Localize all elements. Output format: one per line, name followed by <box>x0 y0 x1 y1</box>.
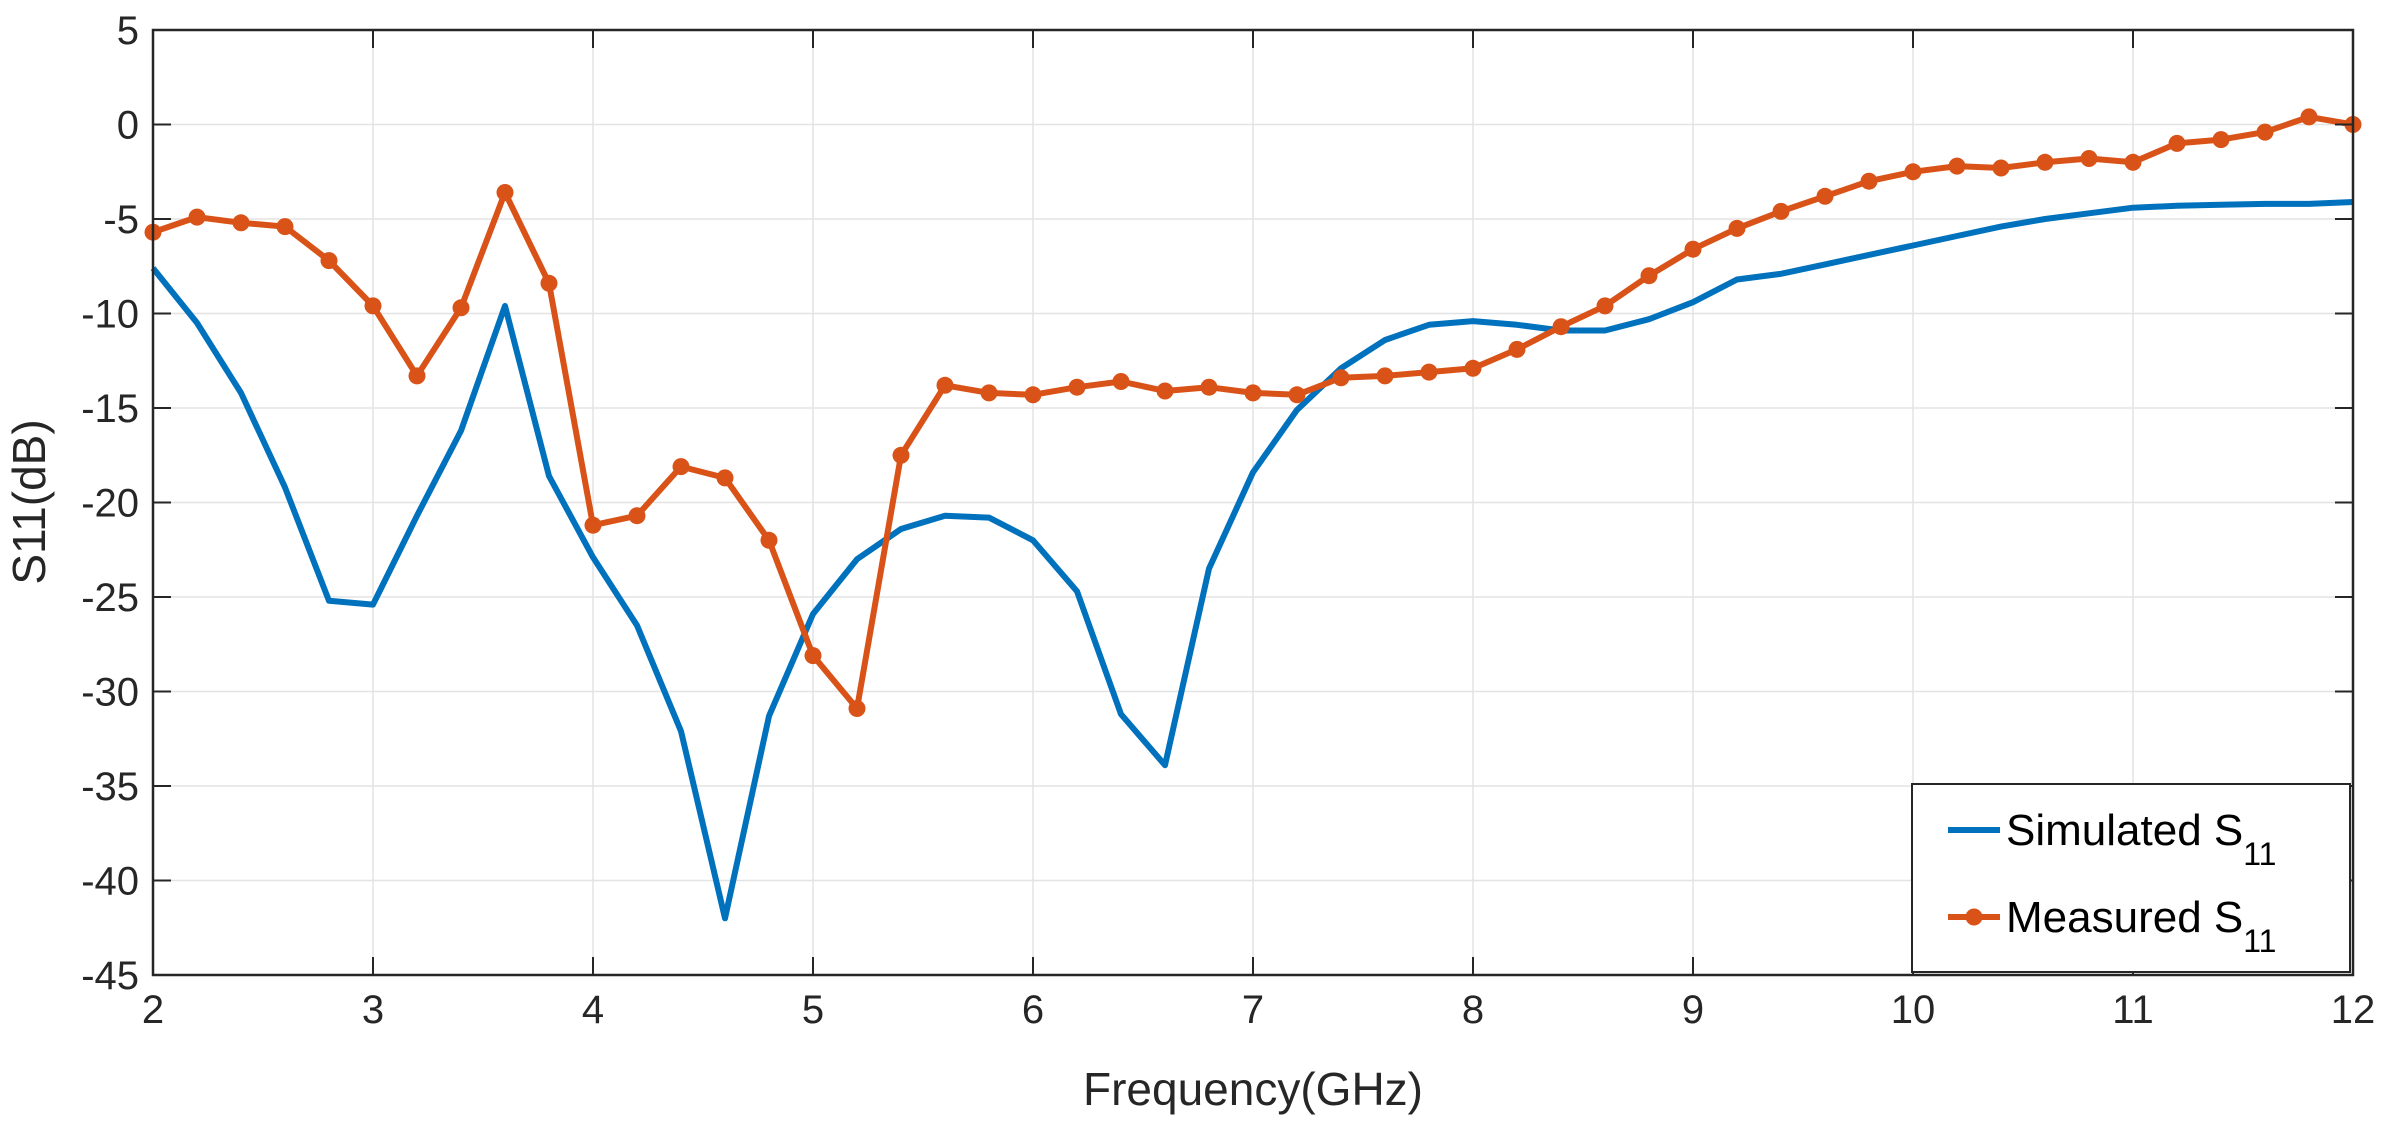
measured-s-point <box>1420 363 1438 381</box>
series-lines <box>144 108 2362 922</box>
x-tick-label: 12 <box>2331 988 2376 1032</box>
legend-measured-name: Measured S <box>2006 893 2243 942</box>
measured-s-point <box>980 384 998 402</box>
x-axis-title: Frequency(GHz) <box>1083 1063 1423 1115</box>
measured-s-point <box>1860 172 1878 190</box>
y-tick-label: -10 <box>81 293 139 337</box>
measured-s-point <box>936 376 954 394</box>
measured-s-point <box>1596 297 1614 315</box>
y-tick-label: -5 <box>103 198 139 242</box>
measured-s-point <box>1068 378 1086 396</box>
y-axis-title: S11(dB) <box>3 419 55 584</box>
legend-measured-marker <box>1965 908 1983 926</box>
measured-s-point <box>1376 367 1394 385</box>
y-tick-label: -15 <box>81 387 139 431</box>
measured-s-point <box>1552 318 1570 336</box>
measured-s-point <box>716 469 734 487</box>
x-tick-label: 7 <box>1242 988 1264 1032</box>
measured-s-point <box>848 700 866 717</box>
x-tick-label: 8 <box>1462 988 1484 1032</box>
measured-s-point <box>1332 369 1350 387</box>
x-tick-labels: 2 3 4 5 6 7 8 9 10 11 12 <box>142 988 2375 1032</box>
legend-box <box>1911 783 2351 973</box>
measured-s-point <box>188 208 206 226</box>
measured-s-point <box>628 507 646 525</box>
measured-s-point <box>2168 134 2186 152</box>
legend: Simulated S11 Measured S11 <box>1911 783 2351 973</box>
x-tick-label: 11 <box>2112 988 2154 1032</box>
measured-s-point <box>1288 386 1306 404</box>
x-tick-label: 4 <box>582 988 604 1032</box>
y-tick-label: -25 <box>81 576 139 620</box>
measured-s-point <box>1640 267 1658 285</box>
measured-s-point <box>1992 159 2010 177</box>
measured-s-point <box>2124 153 2142 171</box>
legend-simulated-subscript: 11 <box>2243 836 2276 872</box>
measured-s-point <box>1200 378 1218 396</box>
x-tick-label: 9 <box>1682 988 1704 1032</box>
measured-s-point <box>804 647 822 665</box>
measured-s-point <box>584 516 602 534</box>
measured-s-point <box>320 252 338 270</box>
measured-s-point <box>2212 131 2230 149</box>
measured-s-point <box>452 299 470 317</box>
measured-s-point <box>2080 150 2098 167</box>
measured-s-point <box>276 218 294 236</box>
measured-s-point <box>760 531 778 549</box>
measured-s-point <box>2256 123 2274 141</box>
y-tick-label: -30 <box>81 671 139 715</box>
measured-s-point <box>408 367 426 385</box>
measured-s-point <box>2300 108 2318 126</box>
measured-s-point <box>364 297 382 315</box>
measured-s-point <box>1948 157 1966 175</box>
measured-s-point <box>1024 386 1042 404</box>
simulated-s-line <box>150 199 2354 922</box>
x-tick-label: 10 <box>1891 988 1936 1032</box>
y-tick-label: -35 <box>81 765 139 809</box>
measured-s-point <box>1816 187 1834 205</box>
measured-s-point <box>672 458 690 476</box>
legend-simulated-label: Simulated S11 <box>2006 806 2276 872</box>
x-tick-label: 3 <box>362 988 384 1032</box>
measured-s-point <box>1464 359 1482 377</box>
measured-s-point <box>540 274 558 292</box>
measured-s-point <box>2036 153 2054 171</box>
measured-s-point <box>1244 384 1262 402</box>
measured-s-point <box>1112 373 1130 390</box>
legend-simulated-name: Simulated S <box>2006 806 2243 855</box>
y-tick-label: -45 <box>81 954 139 998</box>
measured-s-point <box>892 446 910 464</box>
measured-s-point <box>1156 382 1174 400</box>
measured-s-point <box>1728 219 1746 237</box>
measured-s-point <box>496 184 514 201</box>
x-tick-label: 6 <box>1022 988 1044 1032</box>
measured-s-point <box>1904 163 1922 181</box>
x-tick-label: 5 <box>802 988 824 1032</box>
y-tick-label: -40 <box>81 860 139 904</box>
y-tick-label: -20 <box>81 482 139 526</box>
y-tick-labels: 5 0 -5 -10 -15 -20 -25 -30 -35 -40 -45 <box>81 9 139 998</box>
y-tick-label: 5 <box>117 9 139 53</box>
y-tick-label: 0 <box>117 104 139 148</box>
measured-s-point <box>1508 340 1526 358</box>
legend-measured-subscript: 11 <box>2243 923 2276 959</box>
axis-ticks <box>152 29 2354 976</box>
measured-s-point <box>232 214 250 232</box>
measured-s-point <box>1684 240 1702 258</box>
measured-s-point <box>1772 202 1790 220</box>
x-tick-label: 2 <box>142 988 164 1032</box>
legend-measured-label: Measured S11 <box>2006 893 2276 959</box>
